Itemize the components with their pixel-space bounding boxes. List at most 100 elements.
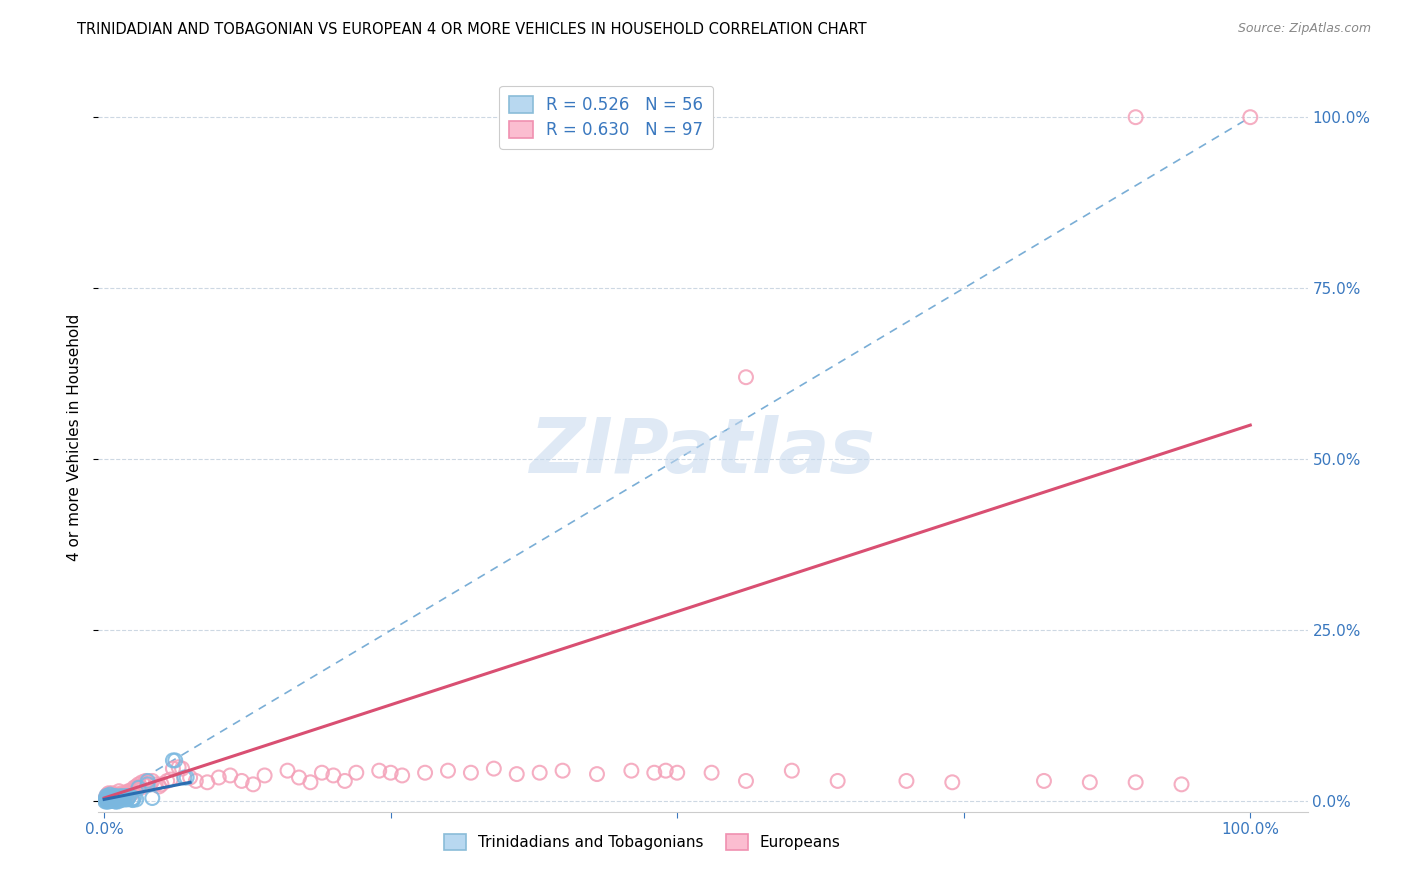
Point bbox=[110, 786, 132, 800]
Point bbox=[141, 773, 163, 788]
Point bbox=[108, 793, 131, 807]
Point bbox=[98, 794, 121, 808]
Point bbox=[173, 771, 195, 785]
Point bbox=[219, 768, 242, 782]
Point bbox=[103, 789, 125, 803]
Point bbox=[117, 791, 139, 805]
Point bbox=[104, 788, 127, 802]
Point bbox=[103, 791, 125, 805]
Point bbox=[242, 777, 264, 791]
Point bbox=[391, 768, 413, 782]
Point bbox=[118, 789, 141, 803]
Point bbox=[253, 768, 276, 782]
Text: ZIPatlas: ZIPatlas bbox=[530, 415, 876, 489]
Point bbox=[100, 789, 122, 803]
Point bbox=[101, 790, 124, 805]
Point bbox=[655, 764, 678, 778]
Point bbox=[110, 791, 132, 805]
Point bbox=[165, 753, 187, 767]
Point bbox=[108, 791, 131, 805]
Point bbox=[121, 792, 143, 806]
Point bbox=[97, 789, 120, 804]
Point bbox=[896, 773, 918, 788]
Point bbox=[103, 791, 125, 805]
Point bbox=[1239, 110, 1261, 124]
Point bbox=[112, 790, 135, 805]
Point bbox=[780, 764, 803, 778]
Point bbox=[136, 775, 159, 789]
Point bbox=[108, 784, 131, 798]
Point bbox=[94, 792, 117, 806]
Point bbox=[380, 765, 402, 780]
Point bbox=[134, 773, 156, 788]
Point bbox=[162, 753, 184, 767]
Point bbox=[115, 789, 138, 803]
Point bbox=[700, 765, 723, 780]
Point bbox=[150, 777, 173, 791]
Point bbox=[311, 765, 333, 780]
Point bbox=[299, 775, 322, 789]
Point bbox=[104, 789, 127, 803]
Point bbox=[121, 784, 143, 798]
Point bbox=[482, 762, 505, 776]
Point bbox=[97, 794, 120, 808]
Point bbox=[176, 771, 198, 785]
Point bbox=[128, 780, 150, 795]
Point bbox=[121, 793, 143, 807]
Point bbox=[104, 794, 127, 808]
Point bbox=[111, 789, 134, 803]
Point bbox=[195, 775, 218, 789]
Point bbox=[94, 792, 117, 806]
Point bbox=[322, 768, 344, 782]
Point bbox=[98, 791, 121, 805]
Point bbox=[105, 790, 128, 805]
Point bbox=[551, 764, 574, 778]
Point bbox=[94, 794, 117, 808]
Point bbox=[460, 765, 482, 780]
Point bbox=[136, 773, 159, 788]
Point bbox=[125, 780, 148, 794]
Point bbox=[103, 789, 125, 803]
Point bbox=[139, 777, 162, 791]
Point bbox=[121, 786, 143, 800]
Point bbox=[344, 765, 367, 780]
Point bbox=[97, 791, 120, 805]
Point bbox=[124, 782, 146, 797]
Point bbox=[103, 794, 125, 808]
Point bbox=[100, 794, 122, 808]
Point bbox=[437, 764, 460, 778]
Point bbox=[96, 794, 118, 808]
Point bbox=[179, 771, 201, 785]
Y-axis label: 4 or more Vehicles in Household: 4 or more Vehicles in Household bbox=[67, 313, 83, 561]
Point bbox=[735, 773, 758, 788]
Point bbox=[103, 793, 125, 807]
Point bbox=[1125, 110, 1147, 124]
Point bbox=[117, 784, 139, 798]
Point bbox=[101, 793, 124, 807]
Point bbox=[105, 793, 128, 807]
Point bbox=[111, 791, 134, 805]
Point bbox=[104, 791, 127, 805]
Point bbox=[162, 762, 184, 776]
Point bbox=[125, 792, 148, 806]
Point bbox=[586, 767, 609, 781]
Point bbox=[97, 794, 120, 808]
Point bbox=[108, 788, 131, 802]
Point bbox=[735, 370, 758, 384]
Legend: Trinidadians and Tobagonians, Europeans: Trinidadians and Tobagonians, Europeans bbox=[439, 829, 846, 856]
Point bbox=[96, 789, 118, 803]
Point bbox=[129, 780, 152, 795]
Point bbox=[134, 777, 156, 791]
Point bbox=[827, 773, 849, 788]
Point bbox=[1170, 777, 1192, 791]
Text: TRINIDADIAN AND TOBAGONIAN VS EUROPEAN 4 OR MORE VEHICLES IN HOUSEHOLD CORRELATI: TRINIDADIAN AND TOBAGONIAN VS EUROPEAN 4… bbox=[77, 22, 868, 37]
Point bbox=[1078, 775, 1101, 789]
Point bbox=[643, 765, 665, 780]
Point bbox=[120, 788, 142, 802]
Point bbox=[122, 791, 145, 805]
Point bbox=[101, 790, 124, 805]
Point bbox=[620, 764, 643, 778]
Point bbox=[98, 788, 121, 802]
Point bbox=[156, 773, 179, 788]
Point bbox=[108, 789, 131, 803]
